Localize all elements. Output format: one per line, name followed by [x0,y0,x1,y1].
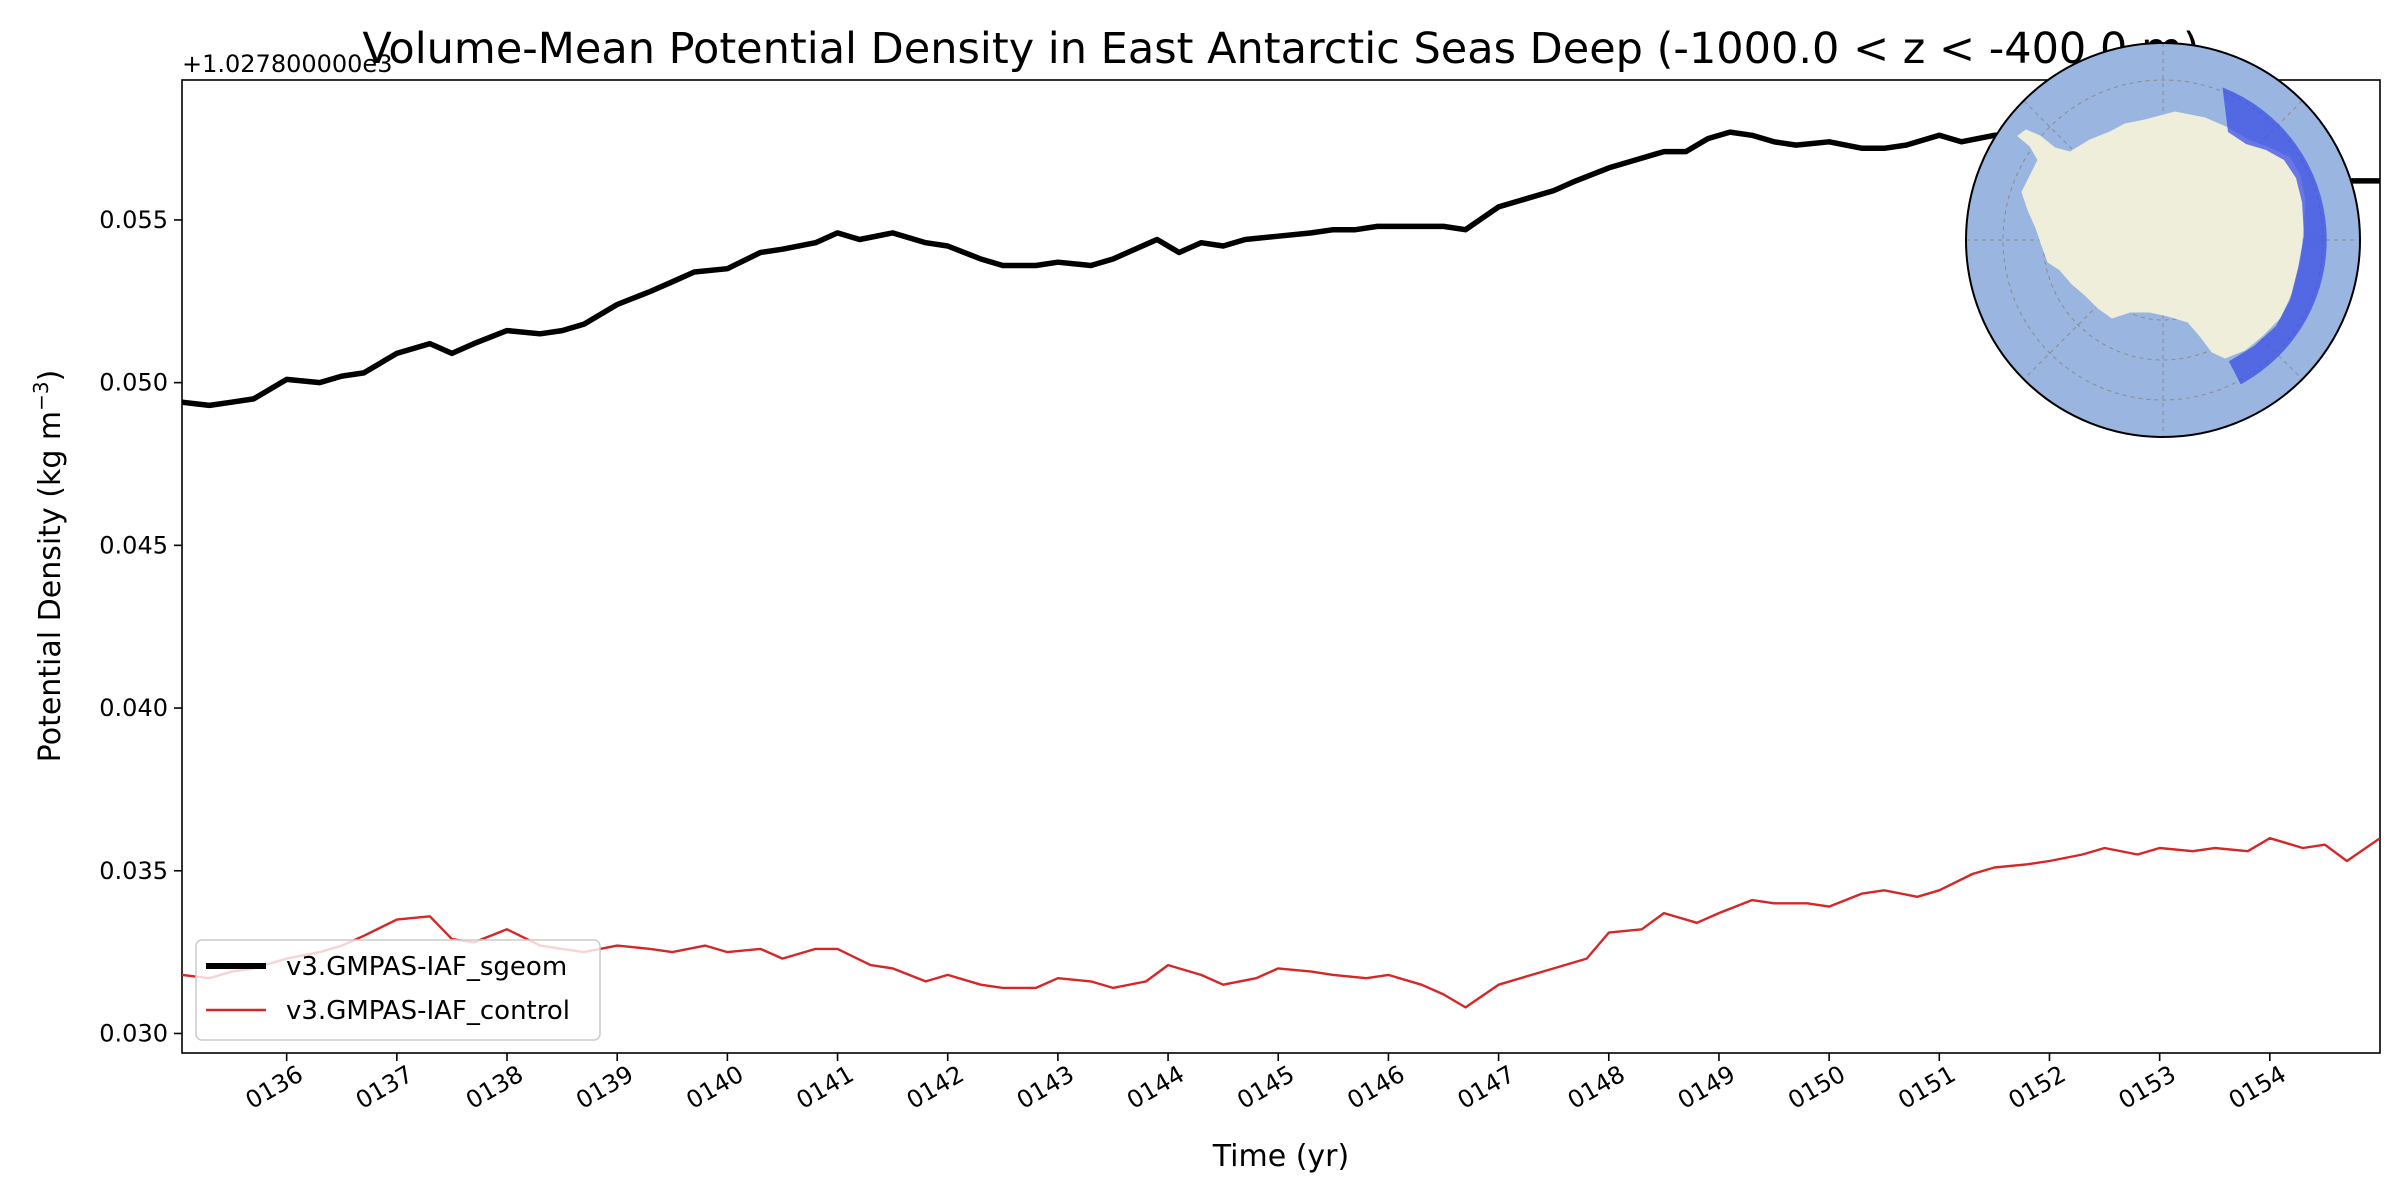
x-tick-label: 0142 [902,1060,969,1115]
legend: v3.GMPAS-IAF_sgeom v3.GMPAS-IAF_control [195,939,601,1041]
y-offset-label: +1.027800000e3 [182,50,392,78]
x-tick-label: 0141 [792,1060,859,1115]
x-axis: 0136 0137 0138 0139 0140 0141 0142 0143 0144 0145… [241,1053,2291,1115]
y-tick-label: 0.040 [99,694,168,722]
chart-title: Volume-Mean Potential Density in East An… [362,24,2199,74]
x-tick-label: 0140 [681,1060,748,1115]
x-tick-label: 0153 [2114,1060,2181,1115]
y-axis-title: Potential Density (kg m−3) [29,370,68,763]
x-tick-label: 0144 [1122,1060,1189,1115]
y-tick-label: 0.055 [99,206,168,234]
x-tick-label: 0150 [1783,1060,1850,1115]
x-axis-title: Time (yr) [1212,1139,1349,1174]
region-highlight [2222,87,2327,385]
x-tick-label: 0154 [2224,1060,2291,1115]
x-tick-label: 0146 [1343,1060,1410,1115]
legend-label-sgeom: v3.GMPAS-IAF_sgeom [286,952,567,982]
x-tick-label: 0149 [1673,1060,1740,1115]
y-tick-label: 0.035 [99,857,168,885]
x-tick-label: 0148 [1563,1060,1630,1115]
x-tick-label: 0152 [2004,1060,2071,1115]
y-axis: 0.030 0.035 0.040 0.045 0.050 0.055 [99,206,182,1047]
y-tick-label: 0.045 [99,531,168,559]
y-tick-label: 0.030 [99,1019,168,1047]
x-tick-label: 0139 [571,1060,638,1115]
x-tick-label: 0145 [1232,1060,1299,1115]
inset-region-map [1965,42,2361,438]
x-tick-label: 0137 [351,1060,418,1115]
x-tick-label: 0138 [461,1060,528,1115]
map-border [1965,42,2361,438]
x-tick-label: 0147 [1453,1060,1520,1115]
x-tick-label: 0151 [1893,1060,1960,1115]
x-tick-label: 0143 [1012,1060,1079,1115]
x-tick-label: 0136 [241,1060,308,1115]
legend-label-control: v3.GMPAS-IAF_control [286,996,570,1026]
y-tick-label: 0.050 [99,369,168,397]
legend-box [195,939,601,1041]
